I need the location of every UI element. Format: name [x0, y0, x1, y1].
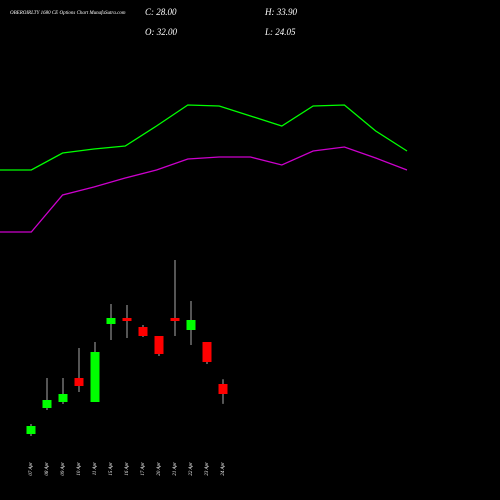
x-tick-label: 10 Apr — [77, 462, 82, 476]
candle-body — [42, 400, 52, 408]
x-tick-label: 16 Apr — [125, 462, 130, 476]
x-tick-label: 23 Apr — [205, 462, 210, 476]
candle-body — [202, 342, 212, 362]
x-tick-label: 09 Apr — [61, 462, 66, 476]
candle-body — [154, 336, 164, 354]
indicator-line — [0, 104, 408, 171]
indicator-line — [0, 146, 408, 233]
x-tick-label: 15 Apr — [109, 462, 114, 476]
candle-body — [218, 384, 228, 394]
candle-body — [106, 318, 116, 324]
candle-body — [122, 318, 132, 321]
x-tick-label: 11 Apr — [93, 462, 98, 475]
ohlc-close: C: 28.00 — [145, 7, 177, 17]
candle-body — [138, 327, 148, 336]
candle-body — [90, 352, 100, 402]
candle-body — [58, 394, 68, 402]
x-tick-label: 08 Apr — [45, 462, 50, 476]
x-tick-label: 21 Apr — [173, 462, 178, 476]
candle-body — [26, 426, 36, 434]
x-tick-label: 22 Apr — [189, 462, 194, 476]
ohlc-low: L: 24.05 — [264, 27, 296, 37]
ohlc-high: H: 33.90 — [264, 7, 297, 17]
candle-body — [186, 320, 196, 330]
x-tick-label: 07 Apr — [29, 462, 34, 476]
candle-body — [74, 378, 84, 386]
x-tick-label: 24 Apr — [221, 462, 226, 476]
candle-body — [170, 318, 180, 321]
chart-title: OBEROIRLTY 1680 CE Options Chart MunafaS… — [10, 11, 126, 16]
x-tick-label: 20 Apr — [157, 462, 162, 476]
ohlc-open: O: 32.00 — [145, 27, 177, 37]
x-tick-label: 17 Apr — [141, 462, 146, 476]
